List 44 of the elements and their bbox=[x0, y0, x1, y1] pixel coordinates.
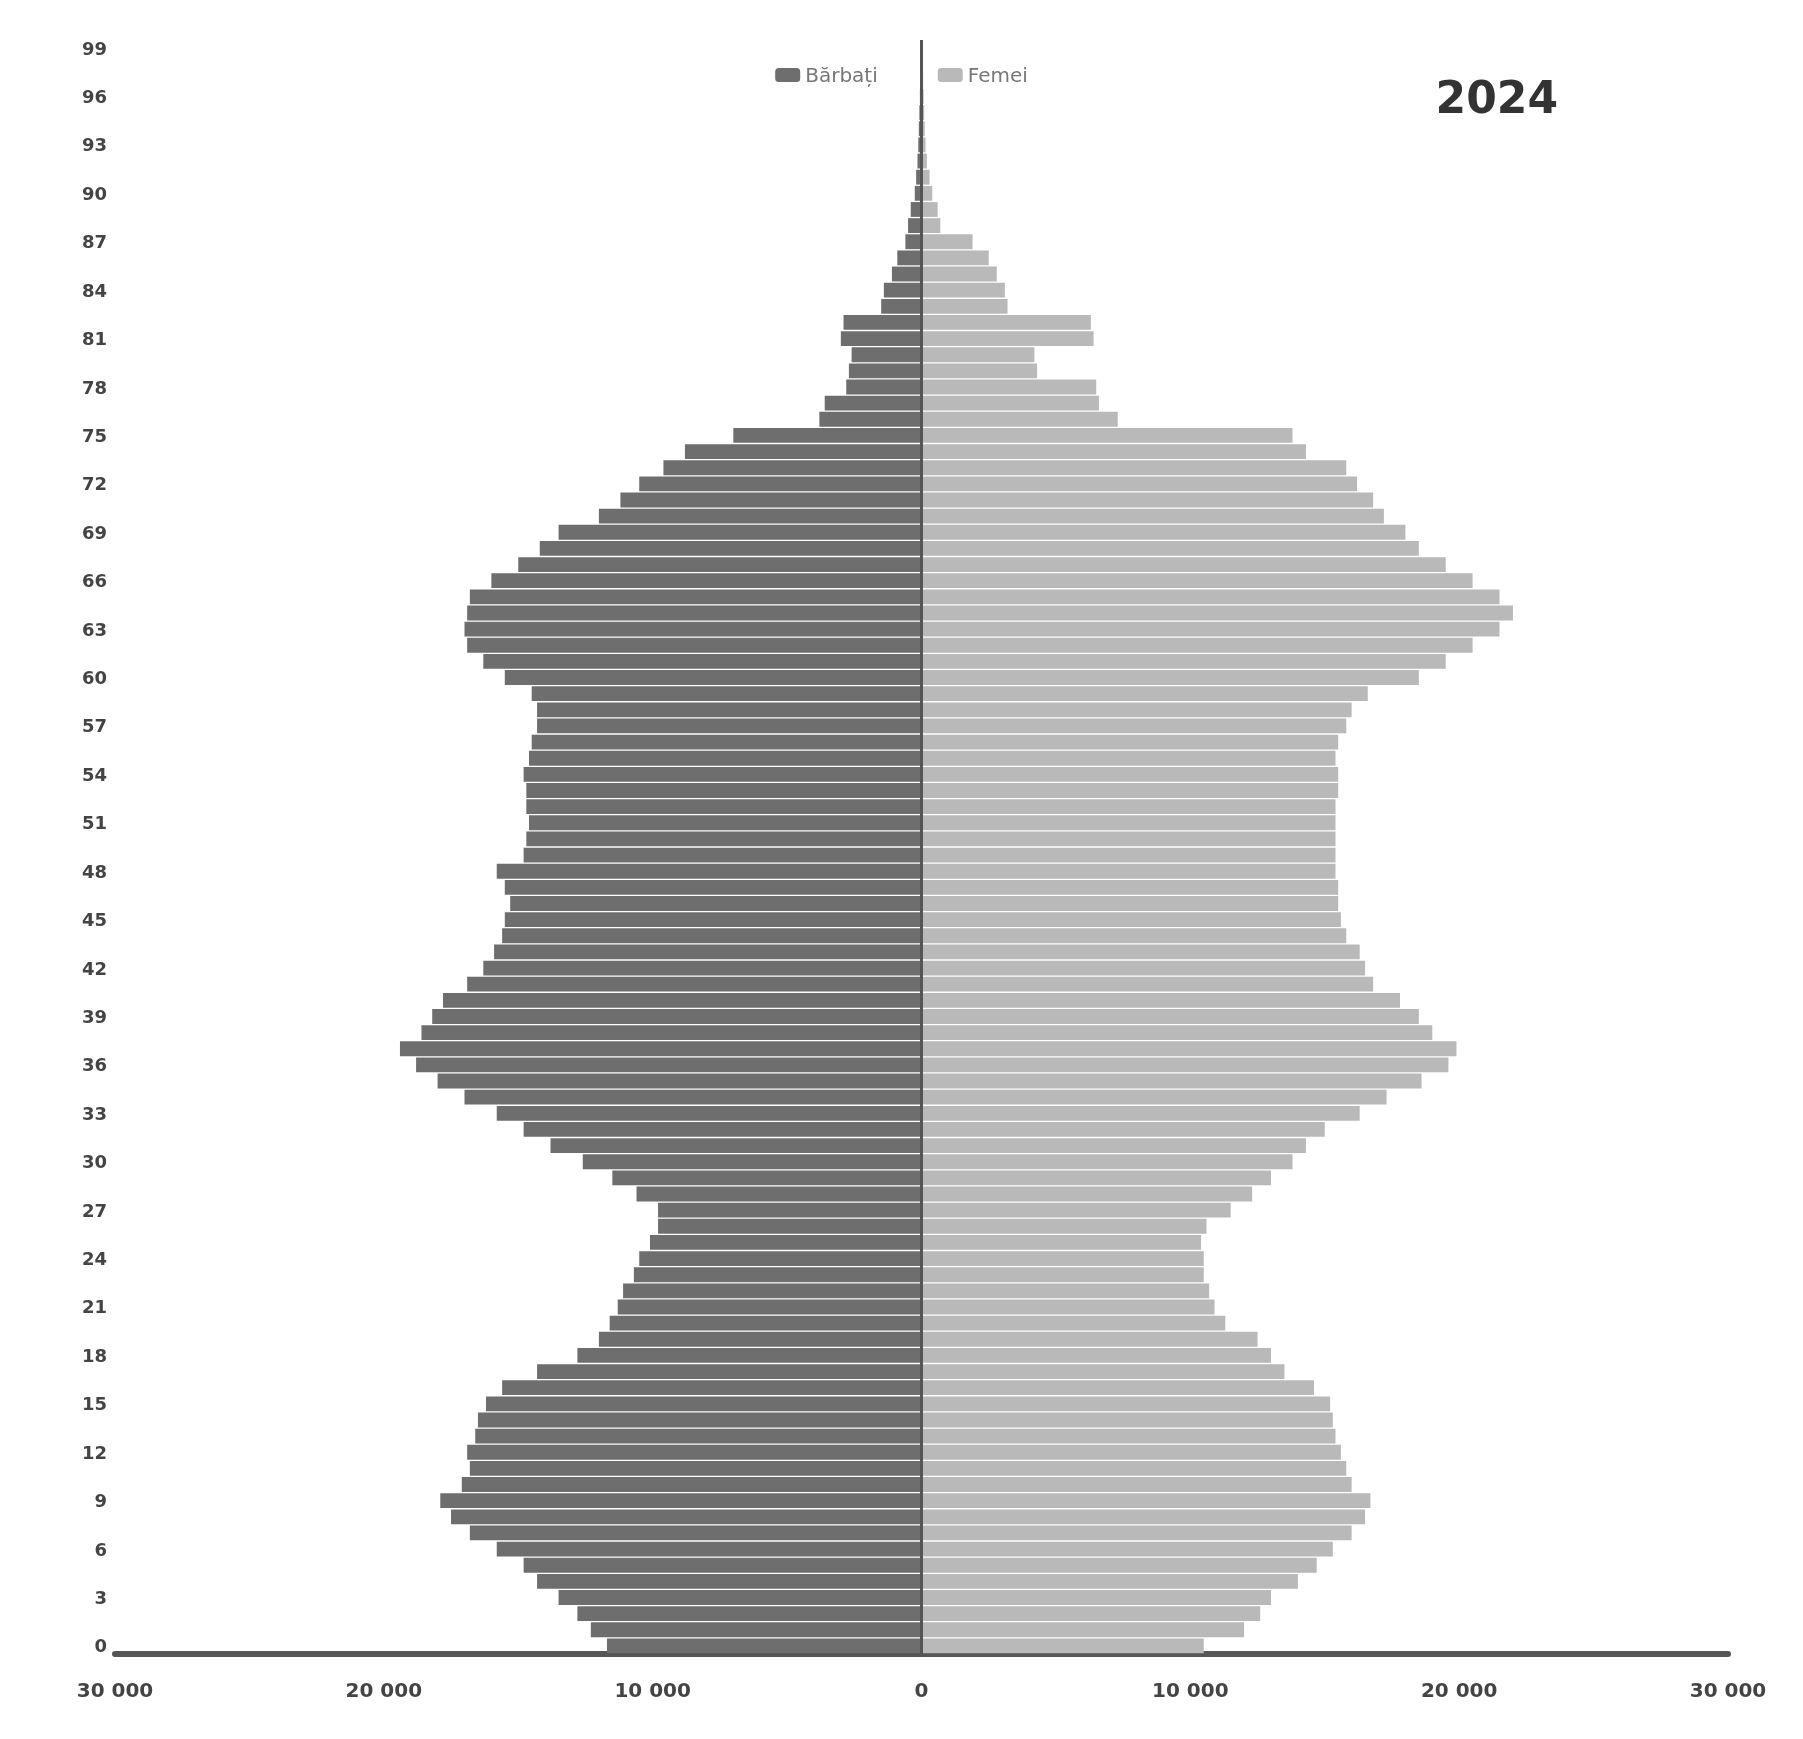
y-tick-label: 0 bbox=[94, 1635, 107, 1657]
y-tick-label: 51 bbox=[81, 812, 107, 834]
y-tick-label: 39 bbox=[81, 1005, 107, 1027]
x-tick-label: 10 000 bbox=[1152, 1678, 1229, 1702]
y-tick-label: 24 bbox=[81, 1248, 107, 1270]
y-tick-label: 72 bbox=[81, 473, 107, 495]
y-tick-label: 33 bbox=[81, 1102, 107, 1124]
x-tick-label: 0 bbox=[914, 1678, 929, 1702]
y-tick-label: 93 bbox=[81, 134, 107, 156]
y-tick-label: 63 bbox=[81, 618, 107, 640]
y-tick-label: 12 bbox=[81, 1441, 107, 1463]
y-tick-label: 6 bbox=[94, 1538, 107, 1560]
y-tick-label: 57 bbox=[81, 715, 107, 737]
y-tick-label: 45 bbox=[81, 909, 107, 931]
y-tick-label: 75 bbox=[81, 424, 107, 446]
y-tick-label: 3 bbox=[94, 1587, 107, 1609]
y-tick-label: 36 bbox=[81, 1054, 107, 1076]
y-tick-label: 84 bbox=[81, 279, 107, 301]
y-tick-label: 18 bbox=[81, 1344, 107, 1366]
x-tick-label: 30 000 bbox=[1689, 1678, 1767, 1702]
y-tick-label: 69 bbox=[81, 521, 107, 543]
y-tick-label: 15 bbox=[81, 1393, 107, 1415]
x-tick-label: 20 000 bbox=[1420, 1678, 1498, 1702]
legend-label: Femei bbox=[967, 63, 1028, 87]
y-tick-label: 78 bbox=[81, 376, 107, 398]
y-tick-label: 30 bbox=[81, 1151, 107, 1173]
y-tick-label: 87 bbox=[81, 231, 107, 253]
y-tick-label: 27 bbox=[81, 1199, 107, 1221]
y-tick-label: 9 bbox=[94, 1490, 107, 1512]
y-tick-label: 21 bbox=[81, 1296, 107, 1318]
y-tick-label: 66 bbox=[81, 570, 107, 592]
text: 2024 bbox=[1435, 71, 1559, 123]
x-tick-label: 20 000 bbox=[345, 1678, 423, 1702]
y-tick-label: 99 bbox=[81, 37, 107, 59]
y-tick-label: 81 bbox=[81, 328, 107, 350]
y-tick-label: 42 bbox=[81, 957, 107, 979]
y-tick-label: 48 bbox=[81, 860, 107, 882]
x-tick-label: 10 000 bbox=[614, 1678, 691, 1702]
y-tick-label: 54 bbox=[81, 763, 107, 785]
y-tick-label: 60 bbox=[81, 667, 107, 689]
y-tick-label: 96 bbox=[81, 85, 107, 107]
y-tick-label: 90 bbox=[81, 182, 107, 204]
x-tick-label: 30 000 bbox=[76, 1678, 154, 1702]
legend-label: Bărbați bbox=[805, 63, 878, 87]
